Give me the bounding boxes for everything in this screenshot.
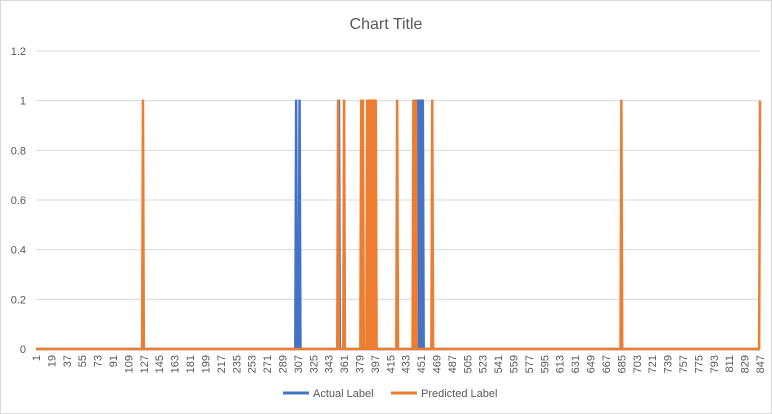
series-lines (36, 99, 762, 351)
x-tick-label: 253 (247, 355, 259, 373)
x-tick-label: 181 (185, 355, 197, 373)
x-tick-label: 613 (555, 355, 567, 373)
x-tick-label: 739 (663, 355, 675, 373)
x-tick-label: 73 (93, 355, 105, 367)
x-tick-label: 703 (632, 355, 644, 373)
x-tick-label: 379 (354, 355, 366, 373)
x-tick-label: 649 (586, 355, 598, 373)
x-tick-label: 289 (277, 355, 289, 373)
x-tick-label: 55 (77, 355, 89, 367)
y-tick-label: 0.2 (11, 294, 26, 306)
x-tick-label: 721 (647, 355, 659, 373)
y-tick-label: 0.8 (11, 145, 26, 157)
x-tick-label: 91 (108, 355, 120, 367)
x-tick-label: 325 (308, 355, 320, 373)
x-tick-label: 469 (432, 355, 444, 373)
x-tick-label: 397 (370, 355, 382, 373)
legend-label-actual-label: Actual Label (313, 388, 374, 400)
x-tick-label: 541 (493, 355, 505, 373)
x-tick-label: 631 (570, 355, 582, 373)
x-tick-label: 37 (62, 355, 74, 367)
x-tick-label: 505 (462, 355, 474, 373)
x-tick-label: 1 (31, 355, 43, 361)
x-tick-label: 487 (447, 355, 459, 373)
x-tick-label: 217 (216, 355, 228, 373)
x-tick-label: 163 (170, 355, 182, 373)
x-tick-label: 667 (601, 355, 613, 373)
x-tick-label: 109 (123, 355, 135, 373)
x-tick-label: 127 (139, 355, 151, 373)
x-tick-label: 811 (724, 355, 736, 373)
series-line-predicted-label (36, 99, 762, 351)
y-tick-label: 1 (20, 96, 26, 108)
legend: Actual Label Predicted Label (283, 388, 497, 400)
x-tick-label: 523 (478, 355, 490, 373)
x-tick-label: 829 (740, 355, 752, 373)
x-tick-label: 595 (539, 355, 551, 373)
x-tick-label: 343 (324, 355, 336, 373)
x-tick-label: 307 (293, 355, 305, 373)
x-tick-label: 775 (693, 355, 705, 373)
x-tick-label: 847 (755, 355, 767, 373)
x-tick-label: 433 (401, 355, 413, 373)
chart-title: Chart Title (350, 16, 423, 33)
x-tick-label: 361 (339, 355, 351, 373)
x-tick-label: 793 (709, 355, 721, 373)
y-axis-ticks: 0 0.2 0.4 0.6 0.8 1 1.2 (11, 46, 26, 356)
x-tick-label: 415 (385, 355, 397, 373)
x-tick-label: 559 (509, 355, 521, 373)
x-tick-label: 271 (262, 355, 274, 373)
x-tick-label: 145 (154, 355, 166, 373)
x-tick-label: 235 (231, 355, 243, 373)
x-tick-label: 757 (678, 355, 690, 373)
y-tick-label: 1.2 (11, 46, 26, 58)
legend-label-predicted-label: Predicted Label (421, 388, 497, 400)
x-tick-label: 19 (46, 355, 58, 367)
x-tick-label: 199 (200, 355, 212, 373)
x-tick-label: 685 (616, 355, 628, 373)
x-tick-label: 451 (416, 355, 428, 373)
y-tick-label: 0 (20, 344, 26, 356)
x-axis-ticks: 1 19 37 55 73 91 109 127 145 163 181 199 217 235 253 27… (31, 355, 767, 373)
y-tick-label: 0.4 (11, 245, 26, 257)
x-tick-label: 577 (524, 355, 536, 373)
y-tick-label: 0.6 (11, 195, 26, 207)
